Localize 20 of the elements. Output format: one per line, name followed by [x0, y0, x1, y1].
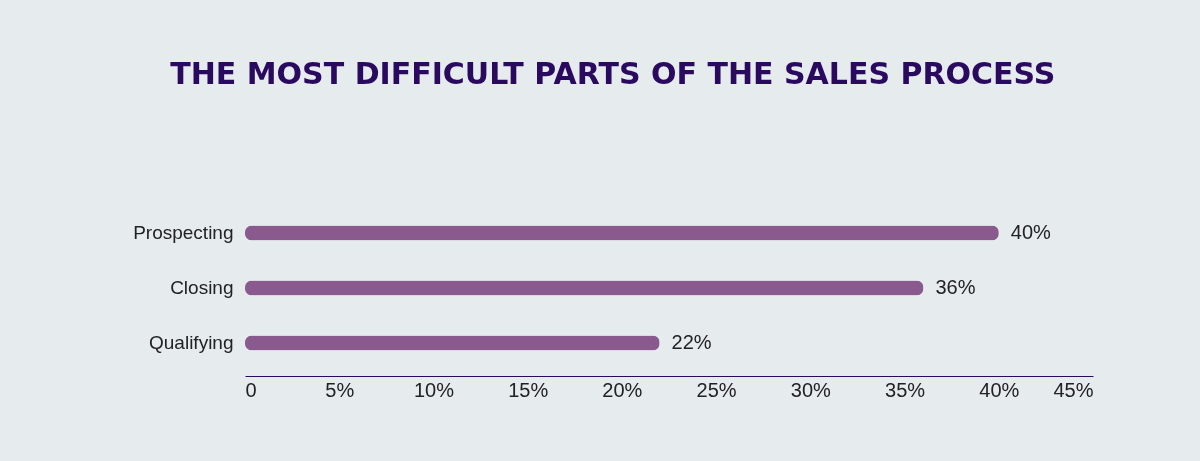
chart-title: THE MOST DIFFICULT PARTS OF THE SALES PROCESS [170, 56, 1056, 91]
x-tick-label: 20% [602, 378, 643, 401]
x-tick-label: 35% [885, 378, 926, 401]
x-tick-label: 40% [979, 378, 1020, 401]
x-tick-label: 0 [245, 378, 257, 401]
x-tick-label: 45% [1053, 378, 1094, 401]
bar [245, 280, 924, 296]
x-tick-label: 10% [413, 378, 455, 401]
y-tick-label: Qualifying [149, 332, 234, 353]
data-label: 36% [935, 276, 976, 298]
x-tick-label: 25% [696, 378, 737, 401]
x-tick-label: 15% [508, 378, 549, 401]
bar [245, 335, 660, 351]
data-label: 22% [671, 331, 712, 353]
x-tick-label: 30% [790, 378, 832, 401]
bar [245, 225, 999, 241]
y-tick-label: Closing [170, 277, 234, 298]
data-label: 40% [1010, 221, 1052, 243]
x-tick-label: 5% [325, 378, 355, 401]
y-tick-label: Prospecting [133, 222, 234, 243]
